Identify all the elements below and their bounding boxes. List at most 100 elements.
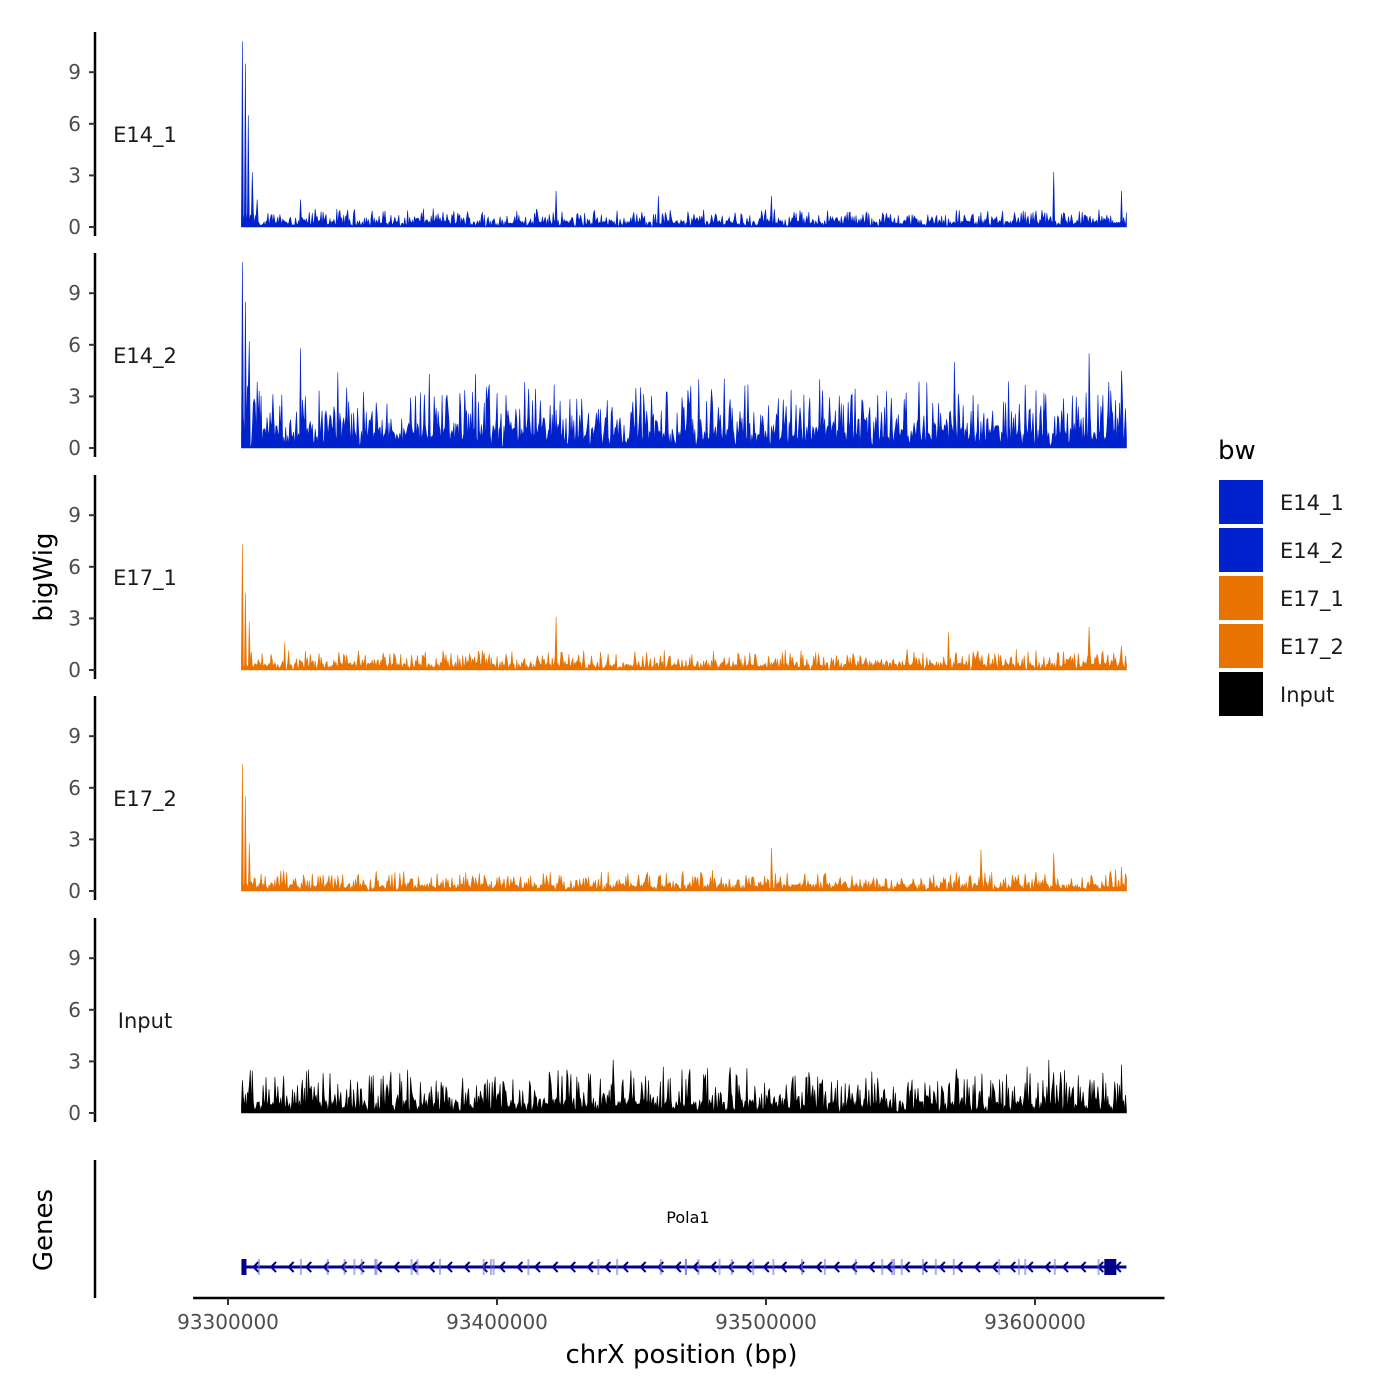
strand-arrow [269, 1261, 277, 1273]
gene-name-label: Pola1 [666, 1208, 709, 1227]
strand-arrow [1044, 1261, 1052, 1273]
y-tick-label: 3 [68, 606, 81, 630]
strand-arrow [868, 1261, 876, 1273]
track-panel-E17_2: 0 3 6 9 E17_2 [68, 696, 1127, 903]
strand-arrow [516, 1261, 524, 1273]
exon-mark [416, 1259, 419, 1275]
exon-mark [439, 1259, 442, 1275]
strand-arrow [480, 1261, 488, 1273]
exon-mark [730, 1259, 733, 1275]
y-tick-label: 6 [68, 555, 81, 579]
y-axis-title: bigWig [29, 532, 59, 621]
exon-mark [1053, 1259, 1056, 1275]
strand-arrow [973, 1261, 981, 1273]
coverage-area [241, 763, 1127, 892]
exon-mark [343, 1259, 346, 1275]
y-tick-label: 9 [68, 503, 81, 527]
genes-axis-title: Genes [29, 1189, 59, 1271]
exon-mark [752, 1259, 755, 1275]
track-panel-E14_2: 0 3 6 9 E14_2 [68, 253, 1127, 460]
track-label: E14_1 [113, 123, 177, 148]
exon-mark [900, 1259, 903, 1275]
gene-panel: Genes Pola1 [29, 1160, 1127, 1298]
strand-arrow [903, 1261, 911, 1273]
y-tick-label: 3 [68, 163, 81, 187]
strand-arrow [938, 1261, 946, 1273]
y-tick-label: 0 [68, 658, 81, 682]
strand-arrow [392, 1261, 400, 1273]
exon-mark [934, 1259, 937, 1275]
track-label: E14_2 [113, 344, 177, 369]
coverage-area [241, 1059, 1127, 1114]
y-tick-label: 9 [68, 724, 81, 748]
x-tick-label: 93500000 [715, 1310, 817, 1334]
exon-mark [697, 1259, 700, 1275]
legend-swatch [1219, 528, 1263, 572]
legend-label: Input [1280, 683, 1334, 707]
exon-mark [952, 1259, 955, 1275]
y-tick-label: 9 [68, 60, 81, 84]
exon-mark [410, 1259, 413, 1275]
exon-mark [772, 1259, 775, 1275]
y-tick-label: 9 [68, 281, 81, 305]
track-label: E17_2 [113, 787, 177, 812]
strand-arrow [252, 1261, 260, 1273]
exon-mark [482, 1259, 485, 1275]
exon-mark [1017, 1259, 1020, 1275]
strand-arrow [304, 1261, 312, 1273]
legend-swatch [1219, 672, 1263, 716]
strand-arrow [991, 1261, 999, 1273]
exon-mark [891, 1259, 894, 1275]
x-axis: 93300000 93400000 93500000 93600000 chrX pos… [177, 1296, 1165, 1370]
strand-arrow [428, 1261, 436, 1273]
exon-mark [800, 1259, 803, 1275]
strand-arrow [709, 1261, 717, 1273]
y-tick-label: 0 [68, 215, 81, 239]
strand-arrow [762, 1261, 770, 1273]
strand-arrow [744, 1261, 752, 1273]
exon-mark [492, 1259, 495, 1275]
track-panel-E14_1: 0 3 6 9 E14_1 [68, 32, 1127, 239]
exon-mark [597, 1259, 600, 1275]
exon-mark [257, 1259, 260, 1275]
exon-mark [353, 1259, 356, 1275]
strand-arrow [1008, 1261, 1016, 1273]
exon-mark [1024, 1259, 1027, 1275]
x-tick-label: 93400000 [446, 1310, 548, 1334]
strand-arrow [498, 1261, 506, 1273]
strand-arrow [586, 1261, 594, 1273]
exon-mark [1097, 1259, 1100, 1275]
strand-arrow [885, 1261, 893, 1273]
track-label: E17_1 [113, 566, 177, 591]
legend: bw E14_1 E14_2 E17_1 E17_2 Input [1218, 436, 1344, 716]
exon-mark [684, 1259, 687, 1275]
legend-swatch [1219, 576, 1263, 620]
legend-title: bw [1218, 436, 1256, 466]
strand-arrow [445, 1261, 453, 1273]
exon-mark [823, 1259, 826, 1275]
y-tick-label: 6 [68, 998, 81, 1022]
exon-mark [375, 1259, 378, 1275]
strand-arrow [1079, 1261, 1087, 1273]
y-tick-label: 0 [68, 1101, 81, 1125]
y-tick-label: 0 [68, 879, 81, 903]
strand-arrow [533, 1261, 541, 1273]
strand-arrow [832, 1261, 840, 1273]
strand-arrow [568, 1261, 576, 1273]
legend-label: E17_2 [1280, 635, 1344, 660]
track-panel-Input: 0 3 6 9 Input [68, 918, 1127, 1125]
gene-end-block [241, 1259, 247, 1275]
y-tick-label: 6 [68, 112, 81, 136]
strand-arrow [692, 1261, 700, 1273]
strand-arrow [956, 1261, 964, 1273]
strand-arrow [639, 1261, 647, 1273]
exon-mark [326, 1259, 329, 1275]
exon-mark [881, 1259, 884, 1275]
y-tick-label: 3 [68, 827, 81, 851]
y-tick-label: 9 [68, 946, 81, 970]
exon-mark [299, 1259, 302, 1275]
exon-mark [921, 1259, 924, 1275]
y-tick-label: 6 [68, 333, 81, 357]
